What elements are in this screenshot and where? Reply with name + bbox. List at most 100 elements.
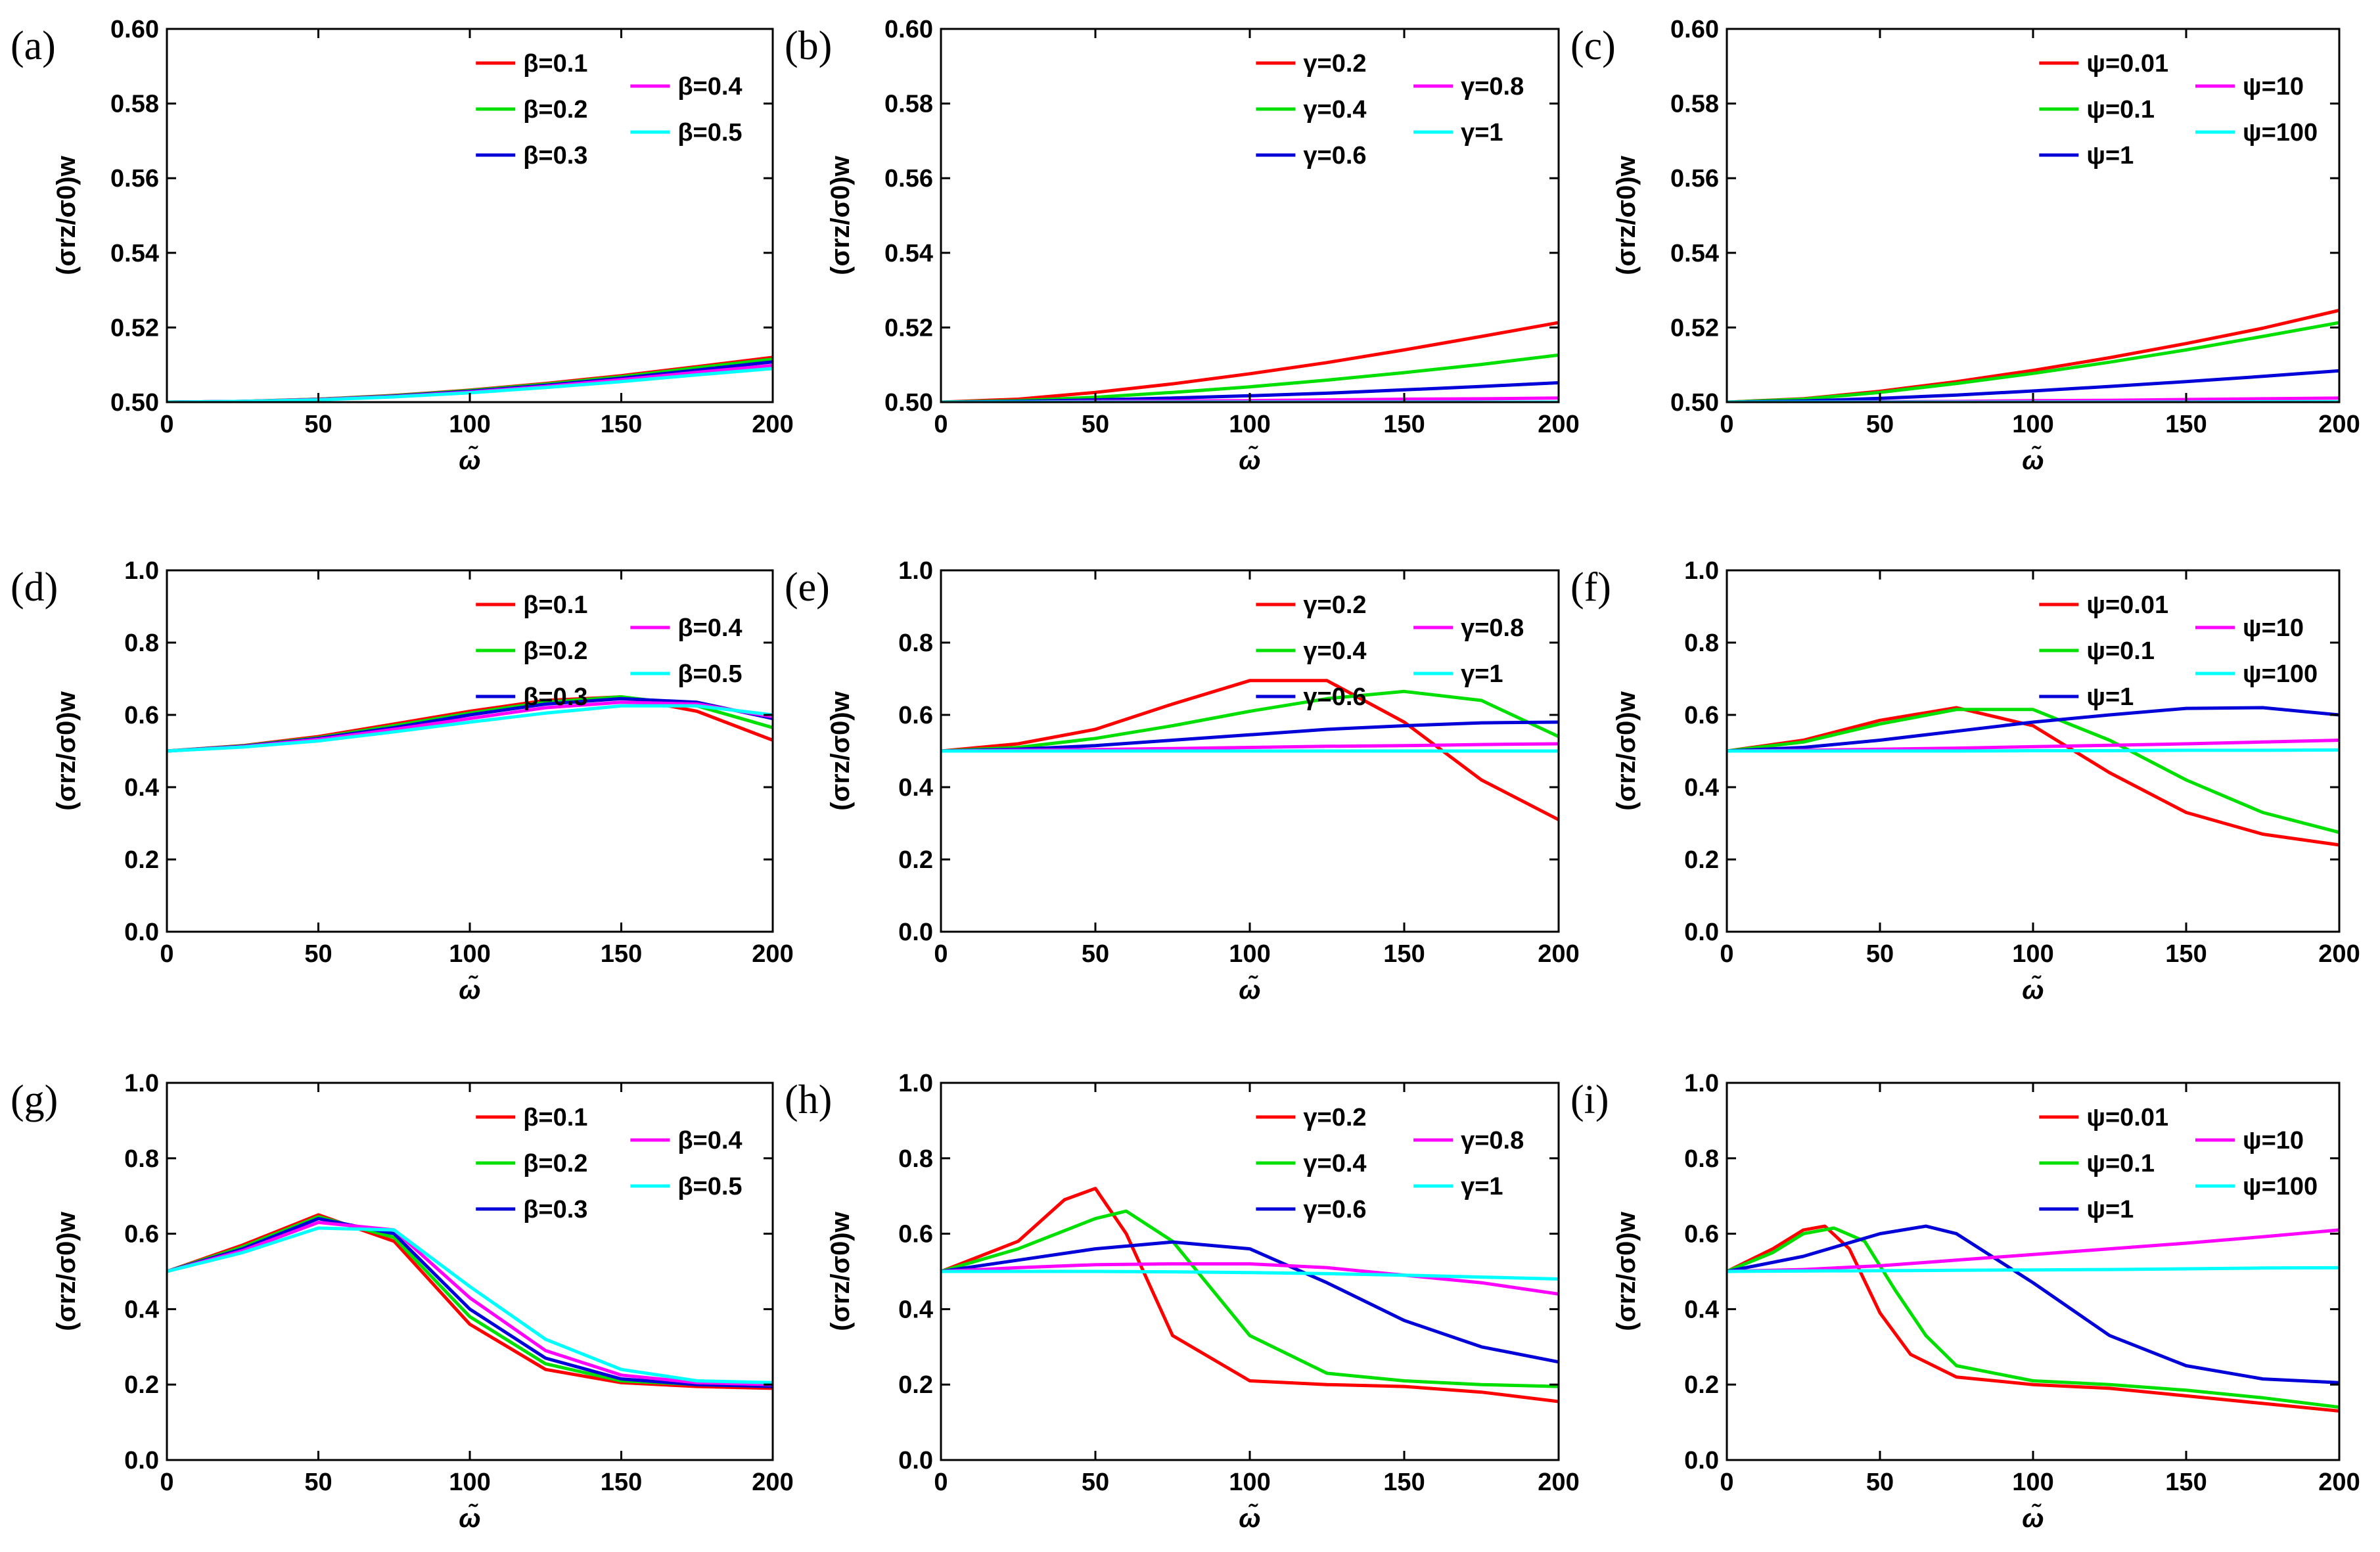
panel-label: (d) (11, 565, 58, 610)
x-tick-label: 100 (2012, 1469, 2053, 1496)
x-tick-label: 100 (1229, 940, 1270, 968)
legend-label: ψ=10 (2243, 73, 2304, 101)
x-tick-label: 150 (1383, 940, 1425, 968)
panel-c: 0.50 0.52 0.54 0.56 0.58 0.60 0 50 100 150 200 ω̃ (σ… (1570, 16, 2360, 475)
legend-label: β=0.3 (523, 1196, 587, 1223)
x-tick-label: 200 (1538, 940, 1579, 968)
panel-label: (f) (1570, 565, 1611, 610)
panel-d: 0.0 0.2 0.4 0.6 0.8 1.0 0 50 100 150 200 ω̃ (σrz/σ0)… (11, 557, 794, 1005)
x-tick-label: 0 (1720, 940, 1733, 968)
y-tick-label: 0.52 (1670, 314, 1719, 342)
legend-label: γ=0.4 (1303, 637, 1366, 665)
panel-label: (a) (11, 24, 56, 68)
legend-label: β=0.4 (677, 73, 742, 101)
x-axis-label: ω̃ (459, 445, 480, 475)
x-tick-label: 200 (752, 411, 793, 438)
x-tick-label: 50 (1866, 1469, 1894, 1496)
y-axis-label: (σrz/σ0)w (52, 155, 81, 275)
legend-label: ψ=10 (2243, 1127, 2304, 1154)
legend-label: γ=0.2 (1303, 591, 1366, 619)
y-tick-label: 1.0 (1684, 1070, 1719, 1097)
legend-label: β=0.1 (523, 50, 587, 78)
y-tick-label: 0.6 (898, 1221, 933, 1248)
x-axis-label: ω̃ (1239, 974, 1260, 1005)
legend-label: γ=0.6 (1303, 683, 1366, 711)
y-tick-label: 0.4 (124, 774, 159, 802)
y-tick-label: 0.0 (124, 1447, 159, 1474)
y-tick-label: 0.4 (124, 1296, 159, 1323)
legend-label: ψ=1 (2086, 142, 2134, 170)
y-tick-label: 0.50 (884, 389, 933, 417)
y-axis-label: (σrz/σ0)w (52, 1211, 81, 1331)
x-tick-label: 200 (2318, 411, 2360, 438)
legend-label: β=0.1 (523, 1104, 587, 1131)
y-tick-label: 0.2 (898, 846, 933, 874)
x-tick-label: 0 (1720, 1469, 1733, 1496)
x-tick-label: 100 (2012, 940, 2053, 968)
x-tick-label: 50 (1082, 940, 1109, 968)
x-tick-label: 0 (934, 411, 948, 438)
y-tick-label: 0.8 (898, 629, 933, 657)
legend-label: ψ=0.1 (2086, 96, 2155, 124)
series-line-1 (941, 1187, 1559, 1404)
legend-label: γ=0.6 (1303, 142, 1366, 170)
y-tick-label: 0.60 (110, 16, 159, 43)
legend-label: ψ=0.01 (2086, 591, 2168, 619)
series-line-3 (1727, 706, 2339, 753)
series-line-5 (167, 367, 773, 402)
x-tick-label: 100 (1229, 411, 1270, 438)
x-tick-label: 150 (1383, 411, 1425, 438)
y-tick-label: 0.8 (124, 629, 159, 657)
series-line-4 (167, 1220, 773, 1386)
x-tick-label: 50 (1866, 940, 1894, 968)
y-tick-label: 0.50 (1670, 389, 1719, 417)
x-tick-label: 100 (2012, 411, 2053, 438)
series-line-1 (167, 1213, 773, 1390)
legend-label: γ=1 (1461, 119, 1503, 147)
y-tick-label: 0.60 (1670, 16, 1719, 43)
panel-a: 0.50 0.52 0.54 0.56 0.58 0.60 0 50 100 150 200 ω̃ (σ… (11, 16, 794, 475)
legend-label: ψ=0.1 (2086, 637, 2155, 665)
x-axis-label: ω̃ (1239, 445, 1260, 475)
series-line-4 (941, 1262, 1559, 1296)
y-tick-label: 1.0 (124, 1070, 159, 1097)
series-line-3 (167, 1217, 773, 1388)
series-line-2 (941, 689, 1559, 753)
y-axis-label: (σrz/σ0)w (826, 155, 855, 275)
legend-label: β=0.5 (677, 1173, 742, 1200)
y-tick-label: 0.50 (110, 389, 159, 417)
series-line-5 (1727, 748, 2339, 753)
x-tick-label: 100 (1229, 1469, 1270, 1496)
y-tick-label: 0.52 (110, 314, 159, 342)
legend-label: β=0.4 (677, 1127, 742, 1154)
y-axis-label: (σrz/σ0)w (1612, 155, 1641, 275)
x-axis-label: ω̃ (2022, 445, 2044, 475)
legend-label: β=0.5 (677, 660, 742, 688)
legend-label: β=0.2 (523, 96, 587, 124)
legend-label: ψ=100 (2243, 1173, 2318, 1200)
y-tick-label: 0.6 (898, 702, 933, 729)
x-tick-label: 0 (160, 940, 173, 968)
x-tick-label: 100 (449, 411, 490, 438)
y-tick-label: 0.6 (124, 1221, 159, 1248)
legend-label: γ=0.2 (1303, 50, 1366, 78)
y-tick-label: 0.2 (124, 846, 159, 874)
legend-label: γ=0.4 (1303, 96, 1366, 124)
y-tick-label: 0.2 (1684, 1371, 1719, 1399)
x-tick-label: 200 (1538, 411, 1579, 438)
x-tick-label: 100 (449, 1469, 490, 1496)
legend-label: γ=0.8 (1461, 614, 1524, 642)
y-tick-label: 0.52 (884, 314, 933, 342)
y-tick-label: 0.4 (1684, 774, 1719, 802)
legend-label: ψ=0.01 (2086, 50, 2168, 78)
legend-label: γ=0.8 (1461, 73, 1524, 101)
series-line-3 (941, 720, 1559, 753)
panel-e: 0.0 0.2 0.4 0.6 0.8 1.0 0 50 100 150 200 ω̃ (σrz/σ0)… (785, 557, 1580, 1005)
legend-label: ψ=1 (2086, 1196, 2134, 1223)
legend-label: β=0.4 (677, 614, 742, 642)
y-tick-label: 1.0 (898, 557, 933, 585)
legend-label: ψ=100 (2243, 119, 2318, 147)
series-line-1 (1727, 308, 2339, 402)
x-tick-label: 150 (1383, 1469, 1425, 1496)
series-line-2 (941, 1209, 1559, 1388)
